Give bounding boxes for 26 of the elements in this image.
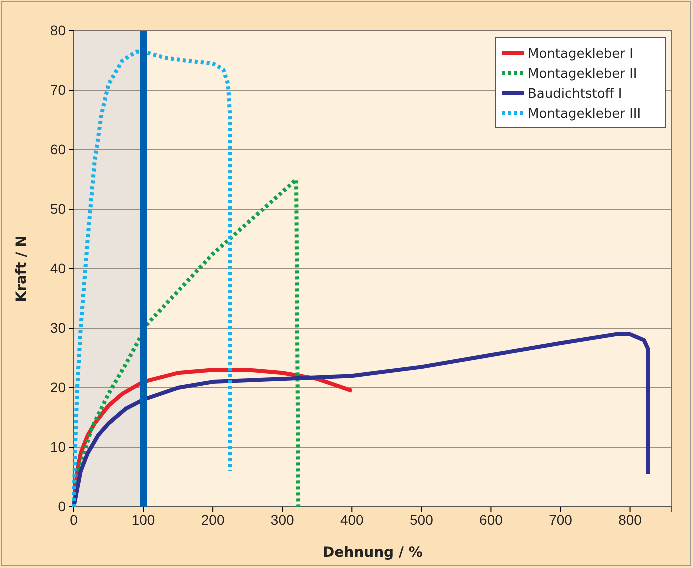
- x-tick-label: 700: [549, 512, 573, 528]
- legend-label: Baudichtstoff I: [528, 87, 622, 102]
- x-tick-label: 0: [70, 512, 78, 528]
- x-tick-label: 600: [480, 512, 504, 528]
- y-tick-label: 70: [50, 82, 66, 98]
- line-series: [72, 50, 232, 509]
- x-tick-label: 300: [270, 512, 294, 528]
- x-axis-title: Dehnung / %: [323, 545, 423, 561]
- y-tick-label: 20: [50, 379, 66, 396]
- y-tick-label: 50: [50, 200, 66, 217]
- line-series: [72, 332, 650, 509]
- legend-label: Montagekleber I: [528, 47, 634, 62]
- y-tick-label: 40: [50, 260, 66, 276]
- x-tick-label: 100: [132, 512, 156, 528]
- legend-label: Montagekleber II: [528, 67, 638, 82]
- y-tick-label: 80: [50, 22, 66, 38]
- y-tick-label: 30: [50, 320, 66, 336]
- x-tick-label: 200: [201, 512, 225, 528]
- x-tick-label: 800: [618, 512, 642, 528]
- y-tick-label: 10: [50, 438, 66, 455]
- y-axis-title: Kraft / N: [14, 236, 30, 302]
- x-tick-label: 500: [410, 512, 434, 528]
- y-tick-label: 0: [58, 498, 66, 514]
- legend-label: Montagekleber III: [528, 107, 642, 122]
- x-tick-label: 400: [340, 512, 364, 528]
- y-tick-label: 60: [50, 141, 66, 158]
